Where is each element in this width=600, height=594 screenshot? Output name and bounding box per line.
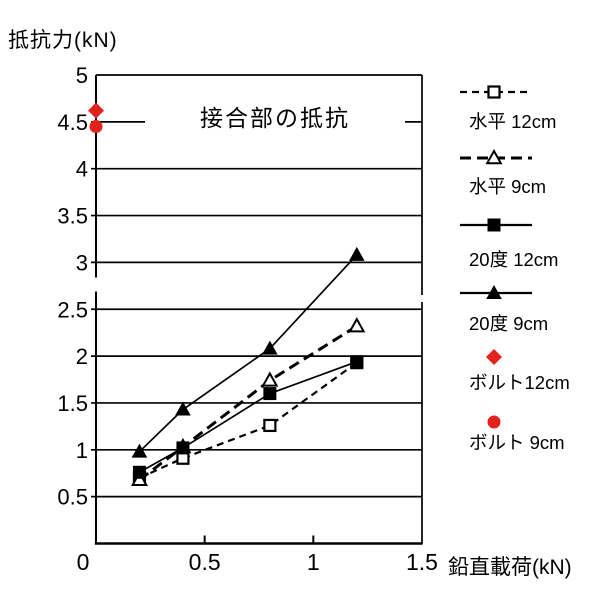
filled-square-marker: [132, 465, 146, 479]
y-tick-label: 1: [76, 438, 88, 463]
filled-square-marker: [487, 218, 501, 232]
y-tick-label: 3.5: [57, 204, 88, 229]
filled-square-marker: [350, 355, 364, 369]
x-tick-label: 1: [307, 549, 320, 575]
filled-triangle-marker: [349, 246, 365, 261]
legend-label: 20度 9cm: [469, 313, 548, 334]
y-tick-label: 2: [76, 344, 88, 369]
red-diamond-marker: [88, 102, 104, 119]
filled-triangle-marker: [486, 285, 502, 299]
legend-label: 20度 12cm: [469, 249, 558, 270]
legend-label: ボルト12cm: [469, 372, 570, 393]
series-line: [139, 361, 358, 479]
filled-square-marker: [176, 441, 190, 455]
x-tick-label: 1.5: [406, 549, 438, 575]
series-line: [138, 324, 358, 481]
filled-triangle-marker: [131, 443, 148, 458]
red-diamond-marker: [486, 349, 502, 365]
y-axis-title: 抵抗力(kN): [8, 29, 118, 52]
y-tick-label: 0.5: [57, 485, 88, 510]
red-circle-marker: [89, 120, 103, 134]
open-triangle-marker: [130, 470, 148, 486]
filled-triangle-marker: [262, 340, 278, 355]
y-tick-label: 3: [76, 250, 88, 275]
open-triangle-marker: [261, 371, 279, 387]
y-tick-label: 1.5: [57, 391, 88, 416]
legend-label: ボルト 9cm: [469, 432, 565, 453]
open-square-marker: [487, 85, 501, 99]
x-tick-label: 0.5: [189, 549, 221, 575]
y-tick-label: 4.5: [57, 110, 88, 135]
open-triangle-marker: [485, 148, 503, 165]
open-square-marker: [263, 418, 277, 433]
filled-triangle-marker: [175, 401, 191, 416]
chart-title: 接合部の抵抗: [145, 103, 405, 134]
red-circle-marker: [487, 415, 501, 429]
series-line: [138, 254, 358, 453]
series-line: [139, 360, 358, 474]
x-axis-title: 鉛直載荷(kN): [448, 556, 572, 579]
y-tick-label: 2.5: [57, 297, 88, 322]
x-tick-label: 0: [77, 549, 90, 575]
y-tick-label: 4: [76, 157, 88, 182]
filled-square-marker: [263, 387, 277, 401]
y-tick-label: 5: [76, 63, 88, 88]
open-triangle-marker: [348, 317, 366, 333]
legend-label: 水平 12cm: [469, 111, 556, 132]
legend-label: 水平 9cm: [469, 176, 546, 197]
